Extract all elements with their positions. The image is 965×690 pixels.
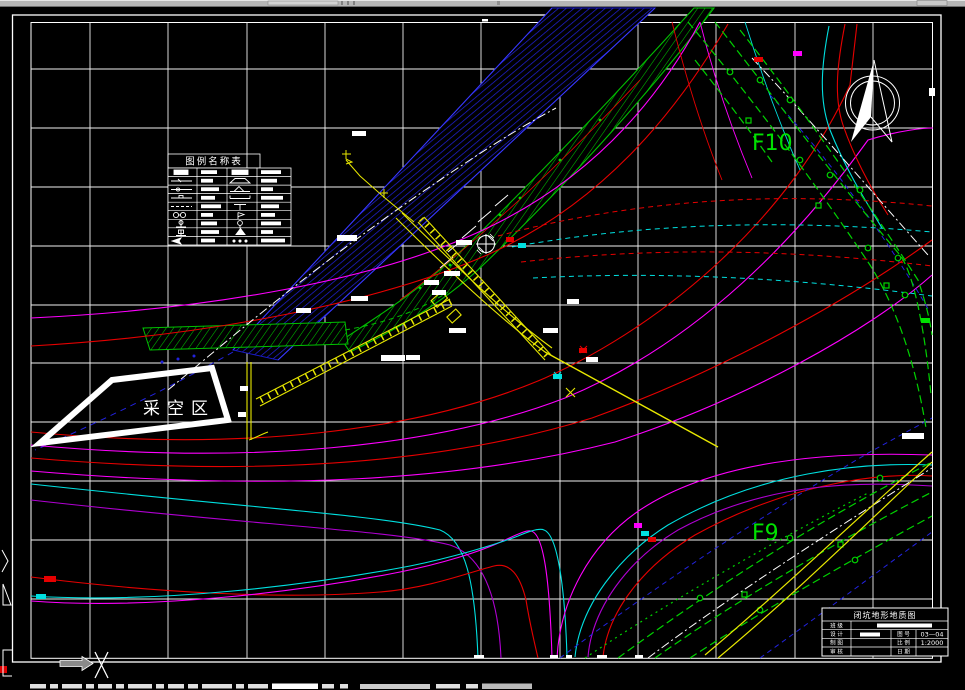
toolbar-field[interactable] [267,0,339,6]
ucs-x-axis-arrow [59,655,94,672]
legend-symbols [170,169,252,245]
title-block-review-label: 审 核 [830,647,843,655]
title-block-title: 闭坑地形地质图 [854,610,917,620]
command-line-area[interactable] [30,683,532,690]
title-block-date-label: 日 期 [897,648,910,655]
boundary-dashdot-lines [167,57,933,659]
drawing-scale: 1:2000 [921,639,944,647]
title-block-design-label: 设 计 [830,630,843,638]
yellow-infrastructure [246,150,719,448]
sheet-frame [11,14,942,663]
goaf-label: 采空区 [143,399,215,419]
title-block: 闭坑地形地质图 班 级 设 计 图 号 03—04 制 图 比 例 1:2000… [821,607,949,657]
ucs-icon [59,651,109,679]
title-block-no-label: 图 号 [897,630,910,638]
toolbar-strip[interactable] [0,0,965,7]
title-block-row2-label: 班 级 [830,622,843,630]
map-annotation-blocks [296,131,924,439]
coordinate-grid [31,22,933,658]
goaf-polygon: 采空区 [30,364,248,448]
fault-lines-f9 [584,461,933,659]
green-road-band [142,7,716,353]
drawing-number: 03—04 [920,630,943,638]
legend-name-blocks [201,170,285,243]
legend-table: 图例名称表 [167,153,292,246]
toolbar-button-fragment[interactable] [916,0,948,6]
title-block-draft-label: 制 图 [830,639,843,647]
yellow-road-f9 [704,451,933,659]
shaft-circle-symbol [476,233,496,255]
fault-f10-label: F10 [752,131,793,156]
title-block-scale-label: 比 例 [897,639,910,647]
fault-f9-label: F9 [752,521,779,546]
legend-title: 图例名称表 [185,156,243,168]
colored-elevation-labels [36,51,930,599]
border-crossing-ticks [474,655,643,658]
fault-lines-f10 [687,21,933,429]
north-arrow [845,59,900,143]
left-edge-fragments [0,549,12,677]
ucs-x-glyph [94,651,109,679]
command-line-text-blocks [30,683,532,689]
